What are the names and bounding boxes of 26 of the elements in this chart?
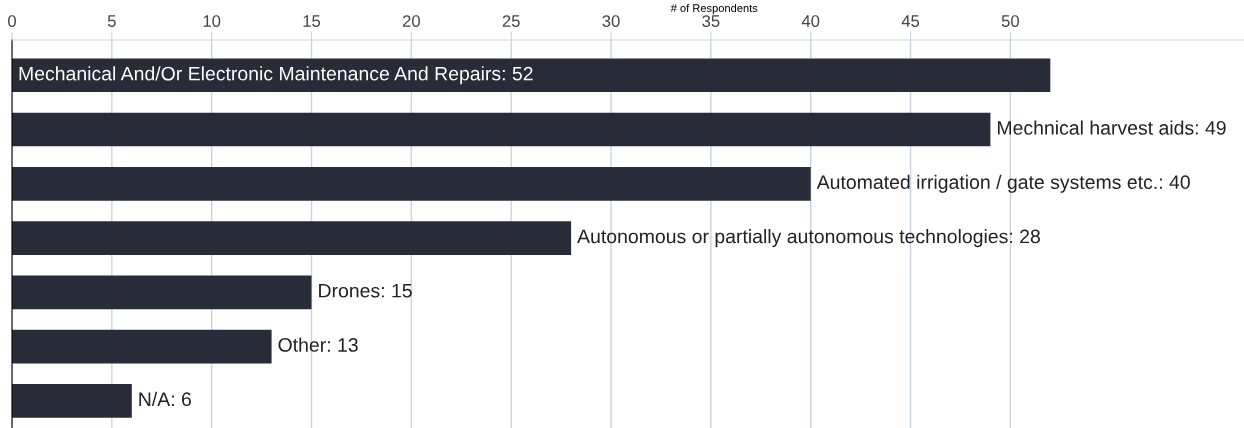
- x-tick-label: 35: [702, 15, 720, 27]
- x-tick-label: 30: [602, 15, 620, 27]
- x-tick-label: 15: [303, 15, 321, 27]
- x-tick-label: 25: [502, 15, 520, 27]
- y-tick-label: N/A: 6: [139, 391, 191, 407]
- y-tick-label: Drones: 15: [319, 283, 412, 298]
- x-tick-label: 20: [402, 15, 420, 27]
- bar: [12, 112, 991, 147]
- x-tick-label: 40: [801, 15, 820, 27]
- x-tick-label: 10: [203, 15, 221, 27]
- x-tick-label: 5: [107, 15, 116, 27]
- bar: [12, 384, 132, 418]
- x-tick-label: 0: [8, 15, 16, 27]
- bar: [12, 58, 1051, 93]
- y-tick-label: Mechanical And/Or Electronic Maintenance And Repairs: 52: [19, 66, 533, 85]
- bar: [12, 329, 272, 364]
- y-tick-label: Other: 13: [278, 337, 358, 352]
- y-tick-label: Mechnical harvest aids: 49: [998, 120, 1226, 135]
- bar: [12, 275, 312, 310]
- x-tick-label: 50: [1001, 15, 1019, 27]
- y-tick-label: Automated irrigation / gate systems etc.: 40: [816, 174, 1190, 193]
- bar: [12, 221, 572, 255]
- x-axis-title: # of Respondents: [670, 3, 758, 15]
- bar: [12, 166, 811, 201]
- x-tick-label: 45: [901, 15, 920, 27]
- y-tick-label: Autonomous or partially autonomous technologies: 28: [577, 229, 1040, 248]
